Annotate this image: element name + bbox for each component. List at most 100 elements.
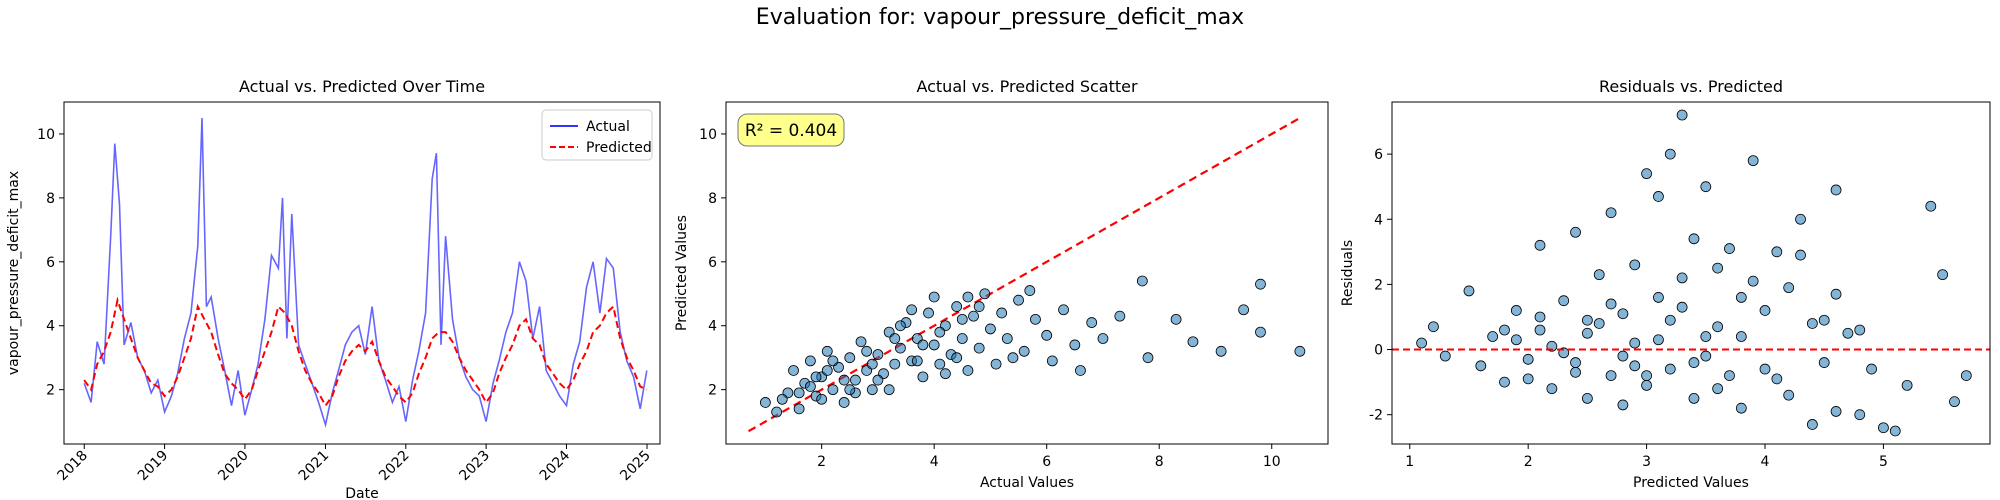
scatter-point <box>895 342 906 354</box>
y-tick-label: 4 <box>708 319 717 335</box>
scatter-point <box>827 355 839 367</box>
scatter-point <box>1534 239 1546 251</box>
scatter-point <box>1238 304 1250 316</box>
scatter-point <box>1806 419 1818 430</box>
scatter-point <box>1416 337 1428 349</box>
scatter-point <box>1735 331 1747 342</box>
scatter-point <box>889 358 901 370</box>
scatter-point <box>934 326 946 338</box>
scatter-point <box>771 406 783 418</box>
scatter-point <box>1255 326 1266 338</box>
scatter-point <box>1581 392 1593 404</box>
scatter-point <box>934 358 946 370</box>
scatter-point <box>804 381 816 392</box>
scatter-point <box>788 365 799 376</box>
figure-suptitle: Evaluation for: vapour_pressure_deficit_… <box>755 5 1245 30</box>
scatter-point <box>872 374 884 386</box>
scatter-point <box>1854 324 1866 336</box>
series-line-actual <box>83 117 648 428</box>
identity-line <box>747 117 1301 433</box>
scatter-point <box>985 323 996 335</box>
scatter-point <box>1759 305 1771 316</box>
scatter-point <box>1641 168 1652 180</box>
scatter-point <box>917 371 929 383</box>
scatter-point <box>1712 262 1724 274</box>
scatter-point <box>1570 226 1581 238</box>
scatter-point <box>1724 243 1735 254</box>
scatter-point <box>1664 148 1676 160</box>
scatter-point <box>1830 288 1842 300</box>
scatter-point <box>1664 363 1676 375</box>
scatter-point <box>973 342 985 354</box>
scatter-point <box>1617 399 1629 411</box>
scatter-point <box>979 288 991 300</box>
x-tick-label: 8 <box>1155 454 1164 470</box>
scatter-point <box>883 384 895 396</box>
scatter-point <box>1075 365 1086 376</box>
scatter-point <box>1795 249 1806 261</box>
x-tick-label: 10 <box>1263 454 1281 470</box>
scatter-point <box>1086 317 1098 328</box>
scatter-point <box>1170 313 1182 325</box>
x-tick-label: 5 <box>1879 454 1888 470</box>
scatter-point <box>1949 396 1960 408</box>
scatter-point <box>1617 350 1629 362</box>
scatter-point <box>990 358 1002 370</box>
scatter-point <box>827 384 839 396</box>
r2-annotation-box <box>737 113 845 147</box>
scatter-point <box>1546 383 1558 395</box>
scatter-point <box>1937 269 1949 281</box>
scatter-point <box>1641 370 1652 382</box>
scatter-point <box>1747 155 1759 167</box>
scatter-point <box>793 387 805 399</box>
scatter-point <box>1487 331 1499 342</box>
y-tick-label: 0 <box>1374 343 1383 359</box>
scatter-point <box>759 397 771 408</box>
scatter-point <box>1605 207 1617 219</box>
scatter-point <box>1522 353 1534 365</box>
scatter-point <box>776 393 788 405</box>
scatter-point <box>1747 275 1759 287</box>
scatter-point <box>866 358 878 370</box>
scatter-point <box>1041 329 1053 341</box>
x-tick-label: 4 <box>930 454 939 470</box>
scatter-point <box>810 371 822 383</box>
y-tick-label: 8 <box>46 191 55 207</box>
scatter-point <box>1712 383 1724 395</box>
scatter-point <box>1097 333 1109 344</box>
scatter-point <box>1463 285 1475 297</box>
plot-area-2 <box>1392 109 1990 437</box>
scatter-point <box>1925 200 1937 212</box>
scatter-point <box>1866 363 1877 375</box>
scatter-point <box>1664 314 1676 326</box>
scatter-point <box>956 313 968 325</box>
scatter-point <box>911 355 923 367</box>
scatter-point <box>1653 191 1664 202</box>
y-axis-label: Predicted Values <box>674 215 690 331</box>
scatter-point <box>821 365 833 376</box>
x-tick-label: 4 <box>1761 454 1770 470</box>
scatter-point <box>1735 292 1747 303</box>
scatter-point <box>951 352 963 364</box>
x-tick-label: 1 <box>1405 454 1414 470</box>
scatter-point <box>1676 272 1688 284</box>
scatter-point <box>816 393 828 405</box>
scatter-point <box>1889 425 1901 437</box>
scatter-point <box>962 291 974 303</box>
scatter-point <box>1007 352 1019 364</box>
scatter-point <box>1854 409 1866 421</box>
scatter-point <box>1510 305 1522 316</box>
scatter-point <box>872 349 884 360</box>
scatter-point <box>1617 308 1629 320</box>
scatter-point <box>951 301 963 312</box>
scatter-point <box>1024 285 1036 296</box>
scatter-point <box>861 345 873 357</box>
x-tick-label: 2021 <box>296 448 333 485</box>
x-tick-label: 2020 <box>215 448 252 485</box>
plot-area-1 <box>747 117 1306 433</box>
scatter-point <box>1114 310 1126 322</box>
scatter-point <box>968 310 979 322</box>
scatter-point <box>1700 181 1712 193</box>
scatter-point <box>1255 278 1266 290</box>
